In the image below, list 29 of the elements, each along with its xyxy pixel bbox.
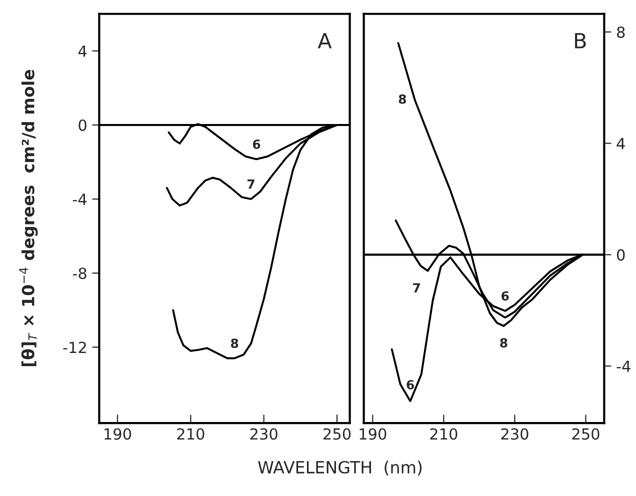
y-tick-label: 0: [617, 249, 625, 261]
x-tick-label: 230: [501, 428, 528, 440]
y-tick-label: -4: [72, 194, 87, 205]
x-tick-label: 250: [572, 428, 600, 440]
annotation: 8: [230, 338, 238, 348]
x-tick-label: 190: [360, 428, 386, 440]
y-tick-label: -12: [63, 342, 86, 353]
x-tick-label: 250: [324, 428, 351, 440]
annotation: 8: [500, 338, 508, 348]
y-tick-label: -4: [616, 360, 630, 372]
y-tick-label: 0: [78, 119, 86, 132]
y-axis-title: [θ]$_{T}$ × 10$^{−4}$ degrees cm²/d mole: [19, 70, 38, 366]
y-tick-label: 8: [617, 26, 625, 38]
annotation: 6: [502, 291, 509, 301]
annotation: A: [318, 33, 332, 48]
x-axis-title: WAVELENGTH (nm): [258, 460, 422, 476]
x-tick-label: 230: [250, 428, 278, 440]
annotation: 7: [248, 179, 254, 189]
annotation: 6: [252, 140, 260, 149]
annotation: 6: [406, 380, 414, 390]
x-tick-label: 210: [430, 428, 458, 440]
x-tick-label: 210: [177, 428, 204, 440]
annotation: 7: [413, 283, 420, 292]
y-tick-label: 4: [78, 46, 87, 57]
annotation: B: [575, 33, 586, 48]
x-tick-label: 190: [104, 428, 132, 440]
y-tick-label: 4: [616, 138, 625, 150]
annotation: 8: [398, 94, 406, 104]
y-tick-label: -8: [72, 268, 86, 280]
